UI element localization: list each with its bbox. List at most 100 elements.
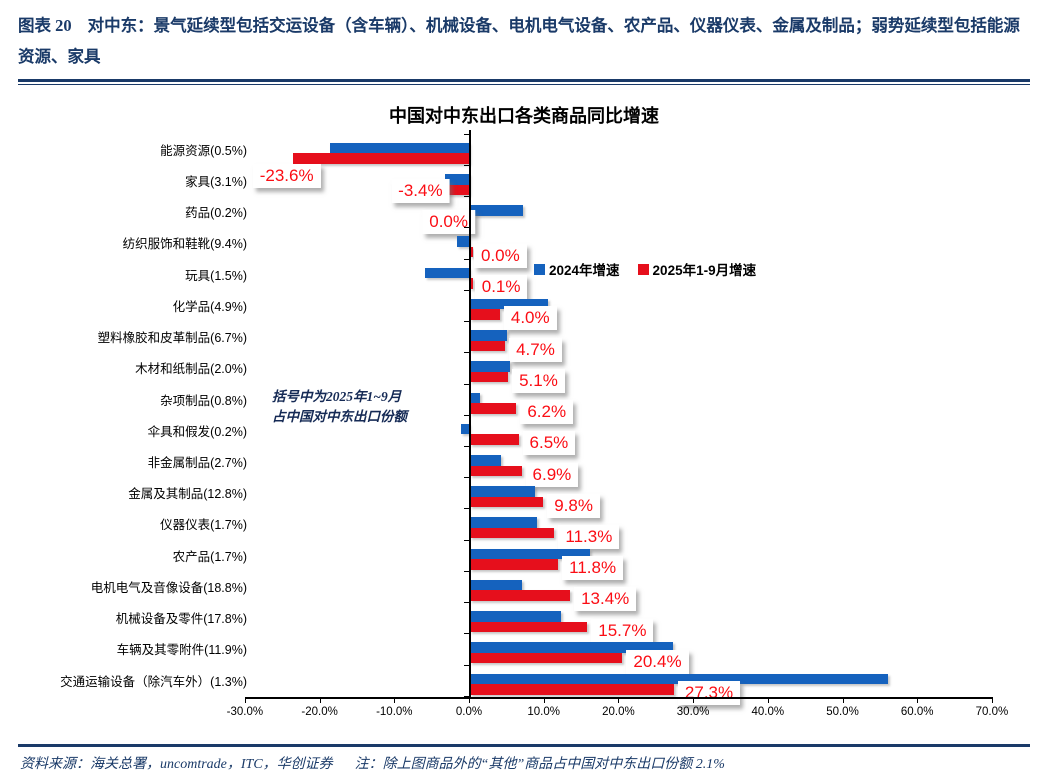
value-label: 20.4% <box>626 649 689 674</box>
category-label: 电机电气及音像设备(18.8%) <box>90 580 247 595</box>
legend-label-2024: 2024年增速 <box>549 263 620 278</box>
value-label: 15.7% <box>591 618 654 643</box>
category-label: 能源资源(0.5%) <box>160 143 247 158</box>
bar-2025 <box>470 684 674 695</box>
source-text: 资料来源：海关总署，uncomtrade，ITC，华创证券 <box>20 757 333 772</box>
category-label: 交通运输设备（除汽车外）(1.3%) <box>60 674 247 689</box>
x-axis-tick <box>842 697 844 703</box>
category-label: 非金属制品(2.7%) <box>147 456 247 470</box>
x-axis-tick <box>319 697 321 703</box>
zero-axis-tick <box>464 258 469 260</box>
category-label: 塑料橡胶和皮革制品(6.7%) <box>97 331 247 346</box>
x-axis-tick-label: 0.0% <box>455 706 483 718</box>
footer-rule <box>18 744 1030 747</box>
zero-axis-tick <box>464 289 469 291</box>
bar-2024 <box>460 423 469 435</box>
value-label: 6.5% <box>522 431 576 456</box>
bar-2024 <box>470 673 888 685</box>
value-label: -23.6% <box>252 163 321 188</box>
value-label: 4.7% <box>509 337 562 362</box>
value-label: 11.3% <box>558 524 620 549</box>
bar-2024 <box>470 205 524 216</box>
bar-2025 <box>292 153 469 164</box>
bar-chart: 中国对中东出口各类商品同比增速 2024年增速 2025年1-9月增速 括号中为… <box>0 90 1048 740</box>
bar-2025 <box>470 527 555 539</box>
figure-header: 图表 20 对中东：景气延续型包括交运设备（含车辆）、机械设备、电机电气设备、农产… <box>18 10 1030 72</box>
zero-axis-tick <box>464 664 469 666</box>
x-axis-tick <box>618 697 620 703</box>
category-label: 机械设备及零件(17.8%) <box>115 612 247 627</box>
legend-item-2025: 2025年1-9月增速 <box>637 259 756 279</box>
annotation-line-2: 占中国对中东出口份额 <box>272 409 407 424</box>
bar-2024 <box>470 330 508 341</box>
bar-2024 <box>445 174 469 185</box>
bar-2024 <box>470 486 535 497</box>
x-axis-tick-label: -10.0% <box>376 706 413 718</box>
x-axis-tick-label: 30.0% <box>676 706 710 718</box>
x-axis-tick <box>991 697 993 703</box>
x-axis-tick-label: 10.0% <box>527 706 560 718</box>
zero-axis-tick <box>464 477 469 479</box>
bar-2025 <box>470 590 571 601</box>
value-label: 6.2% <box>520 400 574 425</box>
zero-axis-tick <box>464 133 469 135</box>
legend-swatch-red <box>637 263 649 275</box>
zero-axis-tick <box>464 570 469 572</box>
bar-2025 <box>470 340 506 352</box>
category-label: 木材和纸制品(2.0%) <box>135 362 247 377</box>
bar-2024 <box>470 579 523 591</box>
figure-label: 图表 20 <box>18 16 72 35</box>
category-label: 车辆及其零附件(11.9%) <box>116 643 247 658</box>
value-label: 0.1% <box>474 275 528 300</box>
zero-axis-tick <box>464 633 469 635</box>
category-label: 金属及其制品(12.8%) <box>128 487 247 502</box>
x-axis-tick-label: 40.0% <box>751 706 785 718</box>
bar-2025 <box>470 559 559 570</box>
x-axis-tick-label: -20.0% <box>301 706 338 718</box>
category-label: 纺织服饰和鞋靴(9.4%) <box>122 237 247 252</box>
x-axis-tick-label: 70.0% <box>975 706 1009 718</box>
zero-axis-tick <box>464 446 469 447</box>
x-axis-tick <box>244 697 246 703</box>
x-axis-tick <box>543 697 545 703</box>
zero-axis-tick <box>464 227 469 229</box>
bar-2024 <box>470 298 548 310</box>
bar-2025 <box>470 652 623 664</box>
value-label: 6.9% <box>525 462 579 487</box>
bar-2024 <box>470 642 674 653</box>
x-axis-tick <box>394 697 396 703</box>
bar-2025 <box>470 371 509 383</box>
note-text: 注：除上图商品外的“其他”商品占中国对中东出口份额 2.1% <box>354 757 725 772</box>
figure-title: 对中东：景气延续型包括交运设备（含车辆）、机械设备、电机电气设备、农产品、仪器仪… <box>18 16 1020 66</box>
bar-2025 <box>470 434 519 445</box>
bar-2024 <box>470 361 510 372</box>
zero-axis-tick <box>464 695 469 697</box>
bar-2024 <box>424 267 469 279</box>
value-label: 0.0% <box>474 243 527 268</box>
bar-2025 <box>470 465 522 476</box>
zero-axis-tick <box>464 352 469 354</box>
value-label: 11.8% <box>562 556 624 581</box>
bar-2024 <box>470 392 481 404</box>
category-label: 伞具和假发(0.2%) <box>147 424 247 439</box>
value-label: 9.8% <box>547 493 600 518</box>
category-label: 杂项制品(0.8%) <box>160 393 247 408</box>
zero-axis-tick <box>464 165 469 167</box>
category-label: 农产品(1.7%) <box>172 549 247 564</box>
legend-item-2024: 2024年增速 <box>534 259 620 279</box>
zero-axis-line <box>469 129 471 697</box>
chart-legend: 2024年增速 2025年1-9月增速 <box>534 259 756 279</box>
bar-2025 <box>470 621 588 633</box>
value-label: 0.0% <box>422 210 475 235</box>
zero-axis-tick <box>464 321 469 323</box>
x-axis-tick <box>917 697 919 703</box>
legend-swatch-blue <box>534 263 545 275</box>
bar-2025 <box>470 496 544 508</box>
chart-annotation: 括号中为2025年1~9月 占中国对中东出口份额 <box>272 387 407 427</box>
zero-axis-tick <box>464 196 469 198</box>
category-label: 化学品(4.9%) <box>172 299 247 314</box>
bar-2024 <box>330 142 469 154</box>
x-axis-tick-label: 50.0% <box>826 706 859 718</box>
x-axis-tick <box>767 697 769 703</box>
x-axis-tick-label: -30.0% <box>226 706 264 718</box>
